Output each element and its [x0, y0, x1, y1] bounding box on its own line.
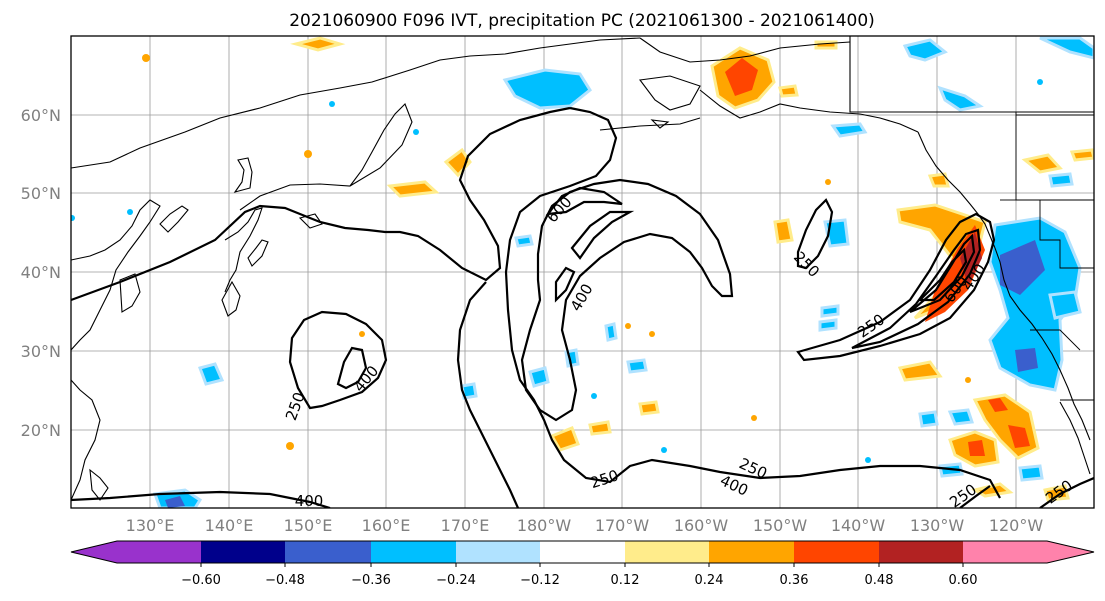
lon-label-160w: 160°W: [674, 516, 729, 535]
colorbar-segment-4: [456, 541, 540, 563]
contour-label: 400: [295, 492, 324, 510]
graticule: [71, 36, 1094, 508]
colorbar-tick-label: −0.36: [351, 573, 391, 588]
colorbar-tick-label: 0.12: [611, 573, 640, 588]
lon-label-170e: 170°E: [441, 516, 490, 535]
lat-label-20n: 20°N: [21, 421, 61, 440]
colorbar-tick-label: 0.48: [865, 573, 894, 588]
colorbar-segment-1: [201, 541, 285, 563]
lon-label-160e: 160°E: [362, 516, 411, 535]
lon-label-120w: 120°W: [989, 516, 1044, 535]
colorbar-segment-9: [879, 541, 963, 563]
ivt-contours: [71, 106, 1094, 508]
colorbar-tick-label: −0.60: [181, 573, 221, 588]
colorbar: −0.60 −0.48 −0.36 −0.24 −0.12 0.12 0.24 …: [70, 540, 1095, 588]
colorbar-segment-0: [71, 541, 201, 563]
colorbar-ticks: [200, 563, 964, 567]
colorbar-segment-7: [709, 541, 794, 563]
colorbar-segment-8: [794, 541, 879, 563]
map-frame: [70, 35, 1095, 509]
longitude-labels: 130°E 140°E 150°E 160°E 170°E 180°W 170°…: [126, 516, 1044, 535]
map-title: 2021060900 F096 IVT, precipitation PC (2…: [289, 11, 875, 31]
colorbar-tick-label: −0.12: [520, 573, 560, 588]
lon-label-150e: 150°E: [284, 516, 333, 535]
lat-label-60n: 60°N: [21, 106, 61, 125]
colorbar-segment-6: [625, 541, 709, 563]
coastlines: [71, 36, 1094, 501]
colorbar-tick-label: 0.24: [695, 573, 724, 588]
colorbar-segment-10: [963, 541, 1094, 563]
colorbar-segment-3: [371, 541, 456, 563]
latitude-labels: 60°N 50°N 40°N 30°N 20°N: [21, 106, 61, 440]
precipitation-shading: [71, 36, 1094, 508]
lon-label-180w: 180°W: [517, 516, 572, 535]
colorbar-segment-2: [285, 541, 371, 563]
colorbar-segment-5: [540, 541, 625, 563]
lon-label-140e: 140°E: [205, 516, 254, 535]
lat-label-30n: 30°N: [21, 342, 61, 361]
colorbar-tick-label: −0.48: [265, 573, 305, 588]
colorbar-outline: [70, 540, 1095, 564]
lon-label-140w: 140°W: [831, 516, 886, 535]
lon-label-130w: 130°W: [910, 516, 965, 535]
colorbar-tick-label: −0.24: [436, 573, 476, 588]
lon-label-150w: 150°W: [753, 516, 808, 535]
colorbar-tick-label: 0.60: [949, 573, 978, 588]
lat-label-40n: 40°N: [21, 263, 61, 282]
lon-label-170w: 170°W: [595, 516, 650, 535]
colorbar-tick-label: 0.36: [780, 573, 809, 588]
lon-label-130e: 130°E: [126, 516, 175, 535]
lat-label-50n: 50°N: [21, 184, 61, 203]
borders: [1000, 112, 1094, 401]
